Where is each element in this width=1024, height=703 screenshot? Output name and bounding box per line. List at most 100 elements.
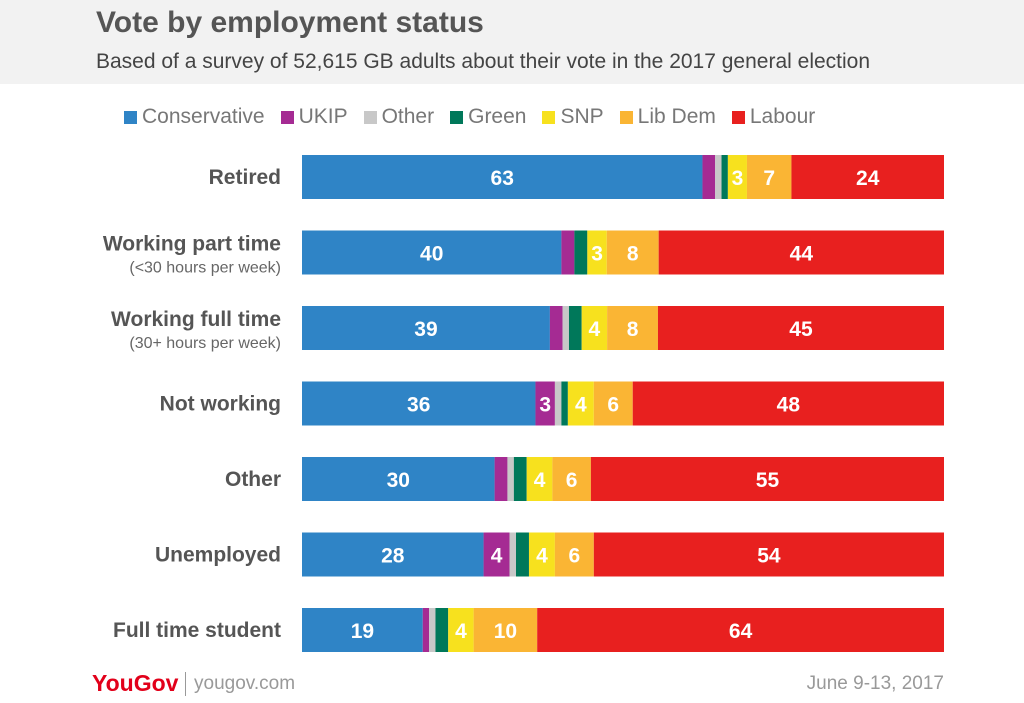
data-label: 24 xyxy=(856,167,880,190)
header-band xyxy=(0,0,1024,84)
bar-segment-lib-dem xyxy=(473,608,538,652)
legend-item-green: Green xyxy=(450,105,526,129)
data-label: 6 xyxy=(566,469,578,492)
data-label: 55 xyxy=(756,469,780,492)
bar-segment-snp xyxy=(528,532,555,577)
legend-item-labour: Labour xyxy=(731,105,815,129)
bar-segment-labour xyxy=(658,230,944,275)
bar-segment-lib-dem xyxy=(607,306,658,350)
data-label: 4 xyxy=(534,469,546,492)
data-label: 4 xyxy=(536,545,548,568)
bar-segment-conservative xyxy=(302,155,703,199)
bar-segment-snp xyxy=(727,155,747,199)
legend-label: Other xyxy=(381,105,435,128)
data-label: 3 xyxy=(539,394,551,417)
data-label: 45 xyxy=(789,318,813,341)
bar-segment-ukip xyxy=(494,457,508,501)
data-label: 30 xyxy=(387,469,410,492)
footer-url[interactable]: yougov.com xyxy=(194,673,296,694)
bar-segment-other xyxy=(562,306,569,350)
bar-segment-conservative xyxy=(302,306,550,350)
data-label: 8 xyxy=(627,318,639,341)
data-label: 28 xyxy=(381,545,405,568)
data-label: 44 xyxy=(790,243,814,266)
data-label: 40 xyxy=(420,243,443,266)
legend-item-ukip: UKIP xyxy=(280,105,348,129)
bar-segment-lib-dem xyxy=(554,532,594,577)
bar-segment-green xyxy=(574,230,588,275)
bar-segment-other xyxy=(507,457,514,501)
chart-title: Vote by employment status xyxy=(96,6,484,39)
bar-segment-ukip xyxy=(483,532,510,577)
bar-segment-other xyxy=(715,155,722,199)
legend-item-other: Other xyxy=(363,105,435,129)
bar-segment-green xyxy=(561,381,568,426)
legend-label: Green xyxy=(468,105,527,128)
bar-segment-green xyxy=(721,155,728,199)
bar-segment-conservative xyxy=(302,381,536,426)
bar-segment-ukip xyxy=(422,608,430,652)
bar-segment-ukip xyxy=(561,230,575,275)
bar-segment-snp xyxy=(567,381,594,426)
data-label: 36 xyxy=(407,394,430,417)
survey-date: June 9-13, 2017 xyxy=(806,673,944,694)
legend-swatch xyxy=(731,110,745,124)
category-label-not-working: Not working xyxy=(160,393,281,416)
category-label-full-time-student: Full time student xyxy=(113,619,281,642)
bar-segment-conservative xyxy=(302,608,423,652)
legend-swatch xyxy=(450,110,464,124)
data-label: 19 xyxy=(351,620,374,643)
data-label: 4 xyxy=(455,620,467,643)
category-label-working-full-time: Working full time xyxy=(111,308,281,331)
bar-segment-green xyxy=(516,532,529,577)
bar-segment-conservative xyxy=(302,230,562,275)
bar-segment-lib-dem xyxy=(593,381,633,426)
category-label-retired: Retired xyxy=(209,166,281,189)
category-sublabel-working-full-time: (30+ hours per week) xyxy=(129,335,281,352)
data-label: 4 xyxy=(589,318,601,341)
legend-item-lib-dem: Lib Dem xyxy=(619,105,716,129)
category-label-working-part-time: Working part time xyxy=(103,233,281,256)
bar-segment-lib-dem xyxy=(746,155,792,199)
legend-label: UKIP xyxy=(298,105,348,128)
bar-segment-green xyxy=(568,306,582,350)
legend-label: Conservative xyxy=(142,105,265,128)
bar-segment-labour xyxy=(632,381,944,426)
legend-swatch xyxy=(619,110,633,124)
legend-swatch xyxy=(124,110,137,124)
bar-segment-lib-dem xyxy=(552,457,591,501)
bar-segment-labour xyxy=(593,532,944,577)
bar-segment-conservative xyxy=(302,532,484,577)
bar-segment-other xyxy=(509,532,516,577)
category-label-other: Other xyxy=(225,468,281,491)
bar-segment-conservative xyxy=(302,457,495,501)
legend-swatch xyxy=(363,110,377,124)
legend-label: Lib Dem xyxy=(637,105,716,128)
legend-item-conservative: Conservative xyxy=(124,105,265,129)
bar-segment-green xyxy=(435,608,449,652)
bar-segment-green xyxy=(513,457,527,501)
bar-segment-labour xyxy=(590,457,944,501)
data-label: 64 xyxy=(729,620,753,643)
data-label: 3 xyxy=(732,167,744,190)
bar-segment-snp xyxy=(581,306,608,350)
bar-segment-ukip xyxy=(535,381,555,426)
legend-swatch xyxy=(542,110,556,124)
legend: Conservative UKIP Other Green SNP Lib Dem Labo… xyxy=(124,102,831,132)
bar-segment-ukip xyxy=(702,155,716,199)
bar-segment-snp xyxy=(448,608,474,652)
category-label-unemployed: Unemployed xyxy=(155,544,281,567)
data-label: 4 xyxy=(575,394,587,417)
data-label: 4 xyxy=(491,545,503,568)
data-label: 6 xyxy=(607,394,619,417)
bar-segment-snp xyxy=(587,230,607,275)
data-label: 48 xyxy=(777,394,801,417)
bar-segment-lib-dem xyxy=(606,230,659,275)
yougov-logo: YouGov xyxy=(92,670,179,696)
data-label: 10 xyxy=(494,620,517,643)
chart-subtitle: Based of a survey of 52,615 GB adults ab… xyxy=(96,50,871,73)
data-label: 7 xyxy=(763,167,775,190)
data-label: 8 xyxy=(627,243,639,266)
legend-item-snp: SNP xyxy=(542,105,604,129)
